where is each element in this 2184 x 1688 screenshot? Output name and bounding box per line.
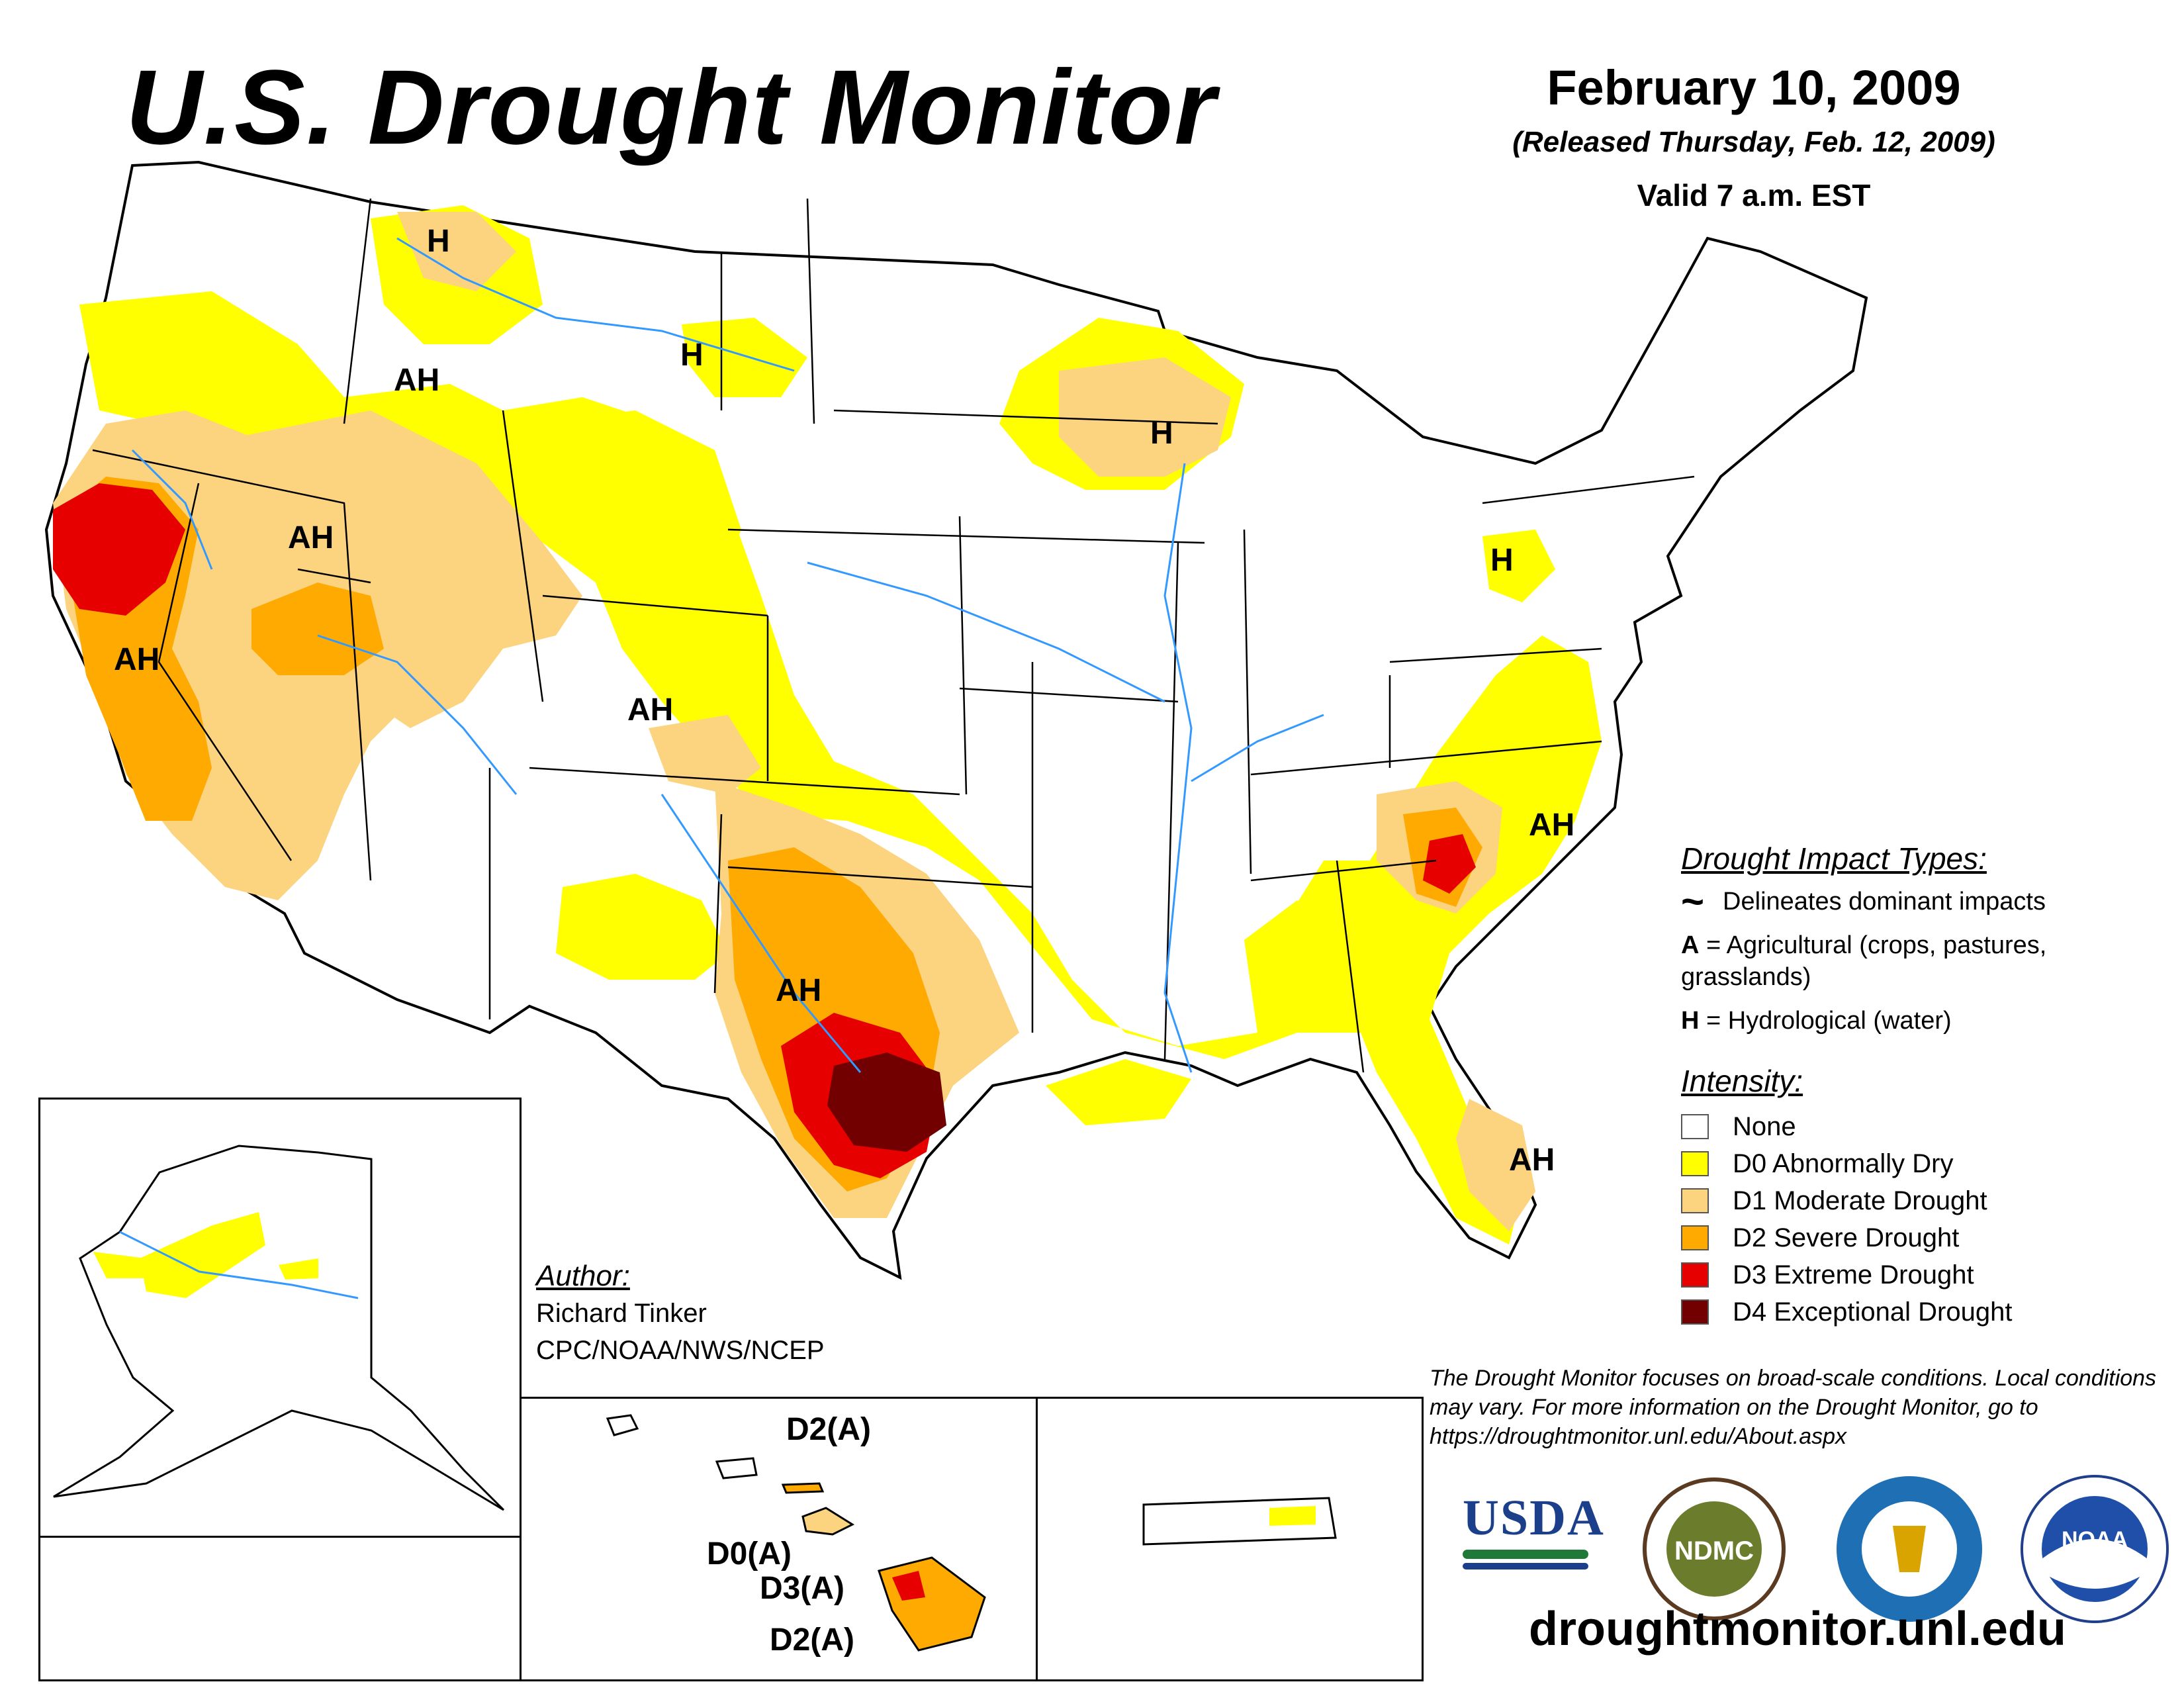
hawaii-label: D2(A) — [770, 1622, 854, 1658]
ndmc-logo: NDMC — [1643, 1477, 1786, 1620]
agri-text: = Agricultural (crops, pastures, grassla… — [1681, 931, 2047, 991]
hawaii-inset: D2(A) D0(A) D3(A) D2(A) — [520, 1397, 1040, 1681]
intensity-swatch — [1681, 1225, 1709, 1250]
agri-key: A — [1681, 931, 1700, 959]
rivers — [131, 237, 1324, 1073]
puerto-rico-inset — [1036, 1397, 1424, 1681]
puerto-rico-map — [1142, 1497, 1337, 1546]
alaska-map — [53, 1145, 505, 1511]
hawaii-label: D3(A) — [760, 1571, 844, 1606]
impact-label: H — [680, 338, 704, 373]
disclaimer: The Drought Monitor focuses on broad-sca… — [1430, 1366, 2157, 1449]
intensity-heading: Intensity: — [1681, 1064, 1803, 1098]
hawaii-map: D2(A) D0(A) D3(A) D2(A) — [606, 1412, 986, 1658]
impact-label: H — [1490, 543, 1514, 578]
impact-label: AH — [627, 692, 673, 727]
state-boundaries — [92, 198, 1695, 1073]
author-heading: Author: — [536, 1260, 630, 1292]
page-title: U.S. Drought Monitor — [126, 48, 1217, 166]
tilde-icon: ~ — [1681, 879, 1705, 923]
map-date: February 10, 2009 — [1547, 60, 1961, 115]
impact-label: AH — [288, 520, 334, 555]
d4-area — [827, 1053, 946, 1152]
valid-time: Valid 7 a.m. EST — [1637, 178, 1871, 212]
impact-label: AH — [1529, 808, 1574, 843]
impact-label: AH — [114, 642, 159, 677]
impact-label: AH — [776, 973, 821, 1008]
hydro-key: H — [1681, 1007, 1700, 1035]
impact-label: H — [427, 224, 450, 259]
release-date: (Released Thursday, Feb. 12, 2009) — [1512, 126, 1995, 158]
intensity-item: D2 Severe Drought — [1681, 1219, 2158, 1256]
author-block: Author: Richard Tinker CPC/NOAA/NWS/NCEP — [536, 1258, 825, 1369]
intensity-item: D0 Abnormally Dry — [1681, 1145, 2158, 1182]
legend: Drought Impact Types: ~ Delineates domin… — [1681, 841, 2158, 1331]
impact-label: H — [1150, 416, 1173, 451]
intensity-item: None — [1681, 1108, 2158, 1145]
impact-label: AH — [394, 363, 439, 398]
alaska-inset — [38, 1098, 522, 1540]
agri-row: A = Agricultural (crops, pastures, grass… — [1681, 929, 2158, 993]
delineates-row: ~ Delineates dominant impacts — [1681, 879, 2158, 923]
author-name: Richard Tinker — [536, 1299, 707, 1328]
commerce-logo — [1837, 1476, 1982, 1622]
intensity-label: D2 Severe Drought — [1733, 1223, 1960, 1252]
impact-types-heading: Drought Impact Types: — [1681, 841, 1987, 876]
hydro-row: H = Hydrological (water) — [1681, 1005, 2158, 1037]
svg-text:NOAA: NOAA — [2062, 1527, 2128, 1552]
intensity-swatch — [1681, 1299, 1709, 1325]
usda-logo: USDA — [1463, 1489, 1604, 1575]
author-org: CPC/NOAA/NWS/NCEP — [536, 1336, 825, 1365]
svg-text:NDMC: NDMC — [1674, 1536, 1754, 1566]
intensity-label: None — [1733, 1111, 1796, 1141]
website-url[interactable]: droughtmonitor.unl.edu — [1529, 1603, 2066, 1656]
hydro-text: = Hydrological (water) — [1706, 1007, 1952, 1035]
intensity-list: None D0 Abnormally Dry D1 Moderate Drought… — [1681, 1108, 2158, 1331]
aleutian-inset — [38, 1536, 522, 1681]
intensity-item: D1 Moderate Drought — [1681, 1182, 2158, 1219]
intensity-label: D0 Abnormally Dry — [1733, 1149, 1954, 1178]
noaa-logo: NOAA — [2021, 1475, 2169, 1623]
intensity-label: D3 Extreme Drought — [1733, 1260, 1974, 1289]
intensity-swatch — [1681, 1188, 1709, 1213]
delineates-text: Delineates dominant impacts — [1723, 888, 2046, 915]
hawaii-label: D2(A) — [786, 1412, 871, 1447]
intensity-item: D3 Extreme Drought — [1681, 1256, 2158, 1293]
intensity-swatch — [1681, 1151, 1709, 1176]
intensity-item: D4 Exceptional Drought — [1681, 1293, 2158, 1331]
intensity-swatch — [1681, 1114, 1709, 1139]
intensity-swatch — [1681, 1262, 1709, 1288]
impact-label: AH — [1509, 1143, 1555, 1178]
intensity-label: D1 Moderate Drought — [1733, 1186, 1987, 1215]
hawaii-label: D0(A) — [707, 1536, 792, 1571]
intensity-label: D4 Exceptional Drought — [1733, 1297, 2013, 1327]
